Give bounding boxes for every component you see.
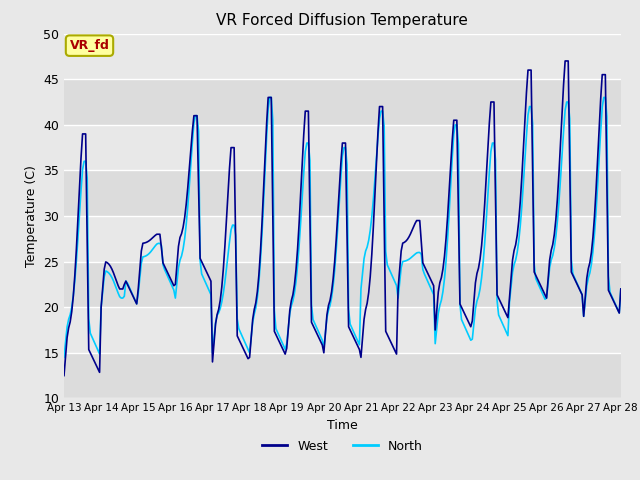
Title: VR Forced Diffusion Temperature: VR Forced Diffusion Temperature bbox=[216, 13, 468, 28]
Bar bbox=[64, 34, 621, 79]
Bar bbox=[64, 353, 621, 398]
Bar bbox=[64, 170, 621, 216]
Bar bbox=[64, 307, 621, 353]
Bar bbox=[64, 125, 621, 170]
Bar bbox=[64, 262, 621, 307]
Bar bbox=[64, 216, 621, 262]
Text: VR_fd: VR_fd bbox=[70, 39, 109, 52]
Legend: West, North: West, North bbox=[257, 435, 428, 458]
X-axis label: Time: Time bbox=[327, 419, 358, 432]
Y-axis label: Temperature (C): Temperature (C) bbox=[24, 165, 38, 267]
Bar bbox=[64, 79, 621, 125]
